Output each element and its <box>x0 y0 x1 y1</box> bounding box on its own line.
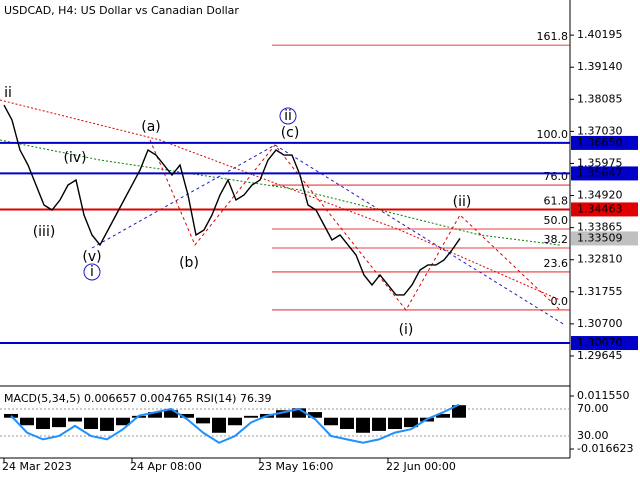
wave-circle <box>279 107 297 125</box>
macd-bar <box>372 417 386 431</box>
level-box <box>571 336 638 351</box>
macd-bar <box>84 417 98 430</box>
fib-label: 23.6 <box>544 257 569 270</box>
y-tick-label: 1.33865 <box>577 221 623 234</box>
y2-tick-label: 70.00 <box>577 402 609 415</box>
y2-tick-label: 30.00 <box>577 429 609 442</box>
macd-bar <box>148 412 162 418</box>
y-tick-label: 1.37030 <box>577 124 623 137</box>
macd-bar <box>36 417 50 430</box>
level-label: 1.35647 <box>577 166 623 179</box>
wave-label: ii <box>284 108 292 124</box>
y-tick-label: 1.39140 <box>577 60 623 73</box>
level-box <box>571 202 638 217</box>
macd-bar <box>20 417 34 426</box>
wave-label: (b) <box>179 255 199 271</box>
x-tick-label: 22 Jun 00:00 <box>386 460 456 473</box>
y-tick-label: 1.31755 <box>577 285 623 298</box>
level-box <box>571 135 638 150</box>
macd-bar <box>196 417 210 424</box>
level-label: 1.33509 <box>577 231 623 244</box>
y-tick-label: 1.34920 <box>577 189 623 202</box>
fib-label: 50.0 <box>544 214 569 227</box>
level-box <box>571 231 638 246</box>
moving-average <box>0 139 561 246</box>
macd-bar <box>52 417 66 428</box>
macd-bar <box>116 417 130 426</box>
y-tick-label: 1.40195 <box>577 28 623 41</box>
x-tick-label: 24 Mar 2023 <box>2 460 72 473</box>
macd-bar <box>436 413 450 418</box>
level-label: 1.36650 <box>577 136 623 149</box>
macd-bar <box>100 417 114 431</box>
wave-label: (v) <box>82 249 101 265</box>
wave-label: (ii) <box>453 194 472 210</box>
macd-bar <box>388 417 402 430</box>
fib-label: 61.8 <box>544 194 569 207</box>
rsi-line <box>10 403 460 444</box>
y-tick-label: 1.35975 <box>577 156 623 169</box>
macd-bar <box>228 417 242 426</box>
level-box <box>571 166 638 181</box>
macd-bar <box>356 417 370 433</box>
y-tick-label: 1.38085 <box>577 92 623 105</box>
wave-circle <box>83 263 101 281</box>
wave-label: (i) <box>399 322 414 338</box>
x-tick-label: 23 May 16:00 <box>258 460 333 473</box>
indicator-title: MACD(5,34,5) 0.006657 0.004765 RSI(14) 7… <box>4 392 271 405</box>
macd-bar <box>452 405 466 418</box>
macd-bar <box>212 417 226 433</box>
price-line <box>3 104 461 296</box>
fib-label: 38.2 <box>544 233 569 246</box>
macd-bar <box>276 410 290 418</box>
wave-label: i <box>90 264 94 280</box>
wave-label: ii <box>4 85 12 101</box>
y-tick-label: 0.011550 <box>577 389 630 402</box>
macd-bar <box>292 408 306 418</box>
fib-label: 76.0 <box>544 170 569 183</box>
wave-label: (iii) <box>33 224 56 240</box>
level-label: 1.34463 <box>577 202 623 215</box>
y-tick-label: 1.30700 <box>577 317 623 330</box>
wave-label: (iv) <box>63 150 86 166</box>
macd-bar <box>340 417 354 430</box>
macd-bar <box>68 417 82 422</box>
macd-bar <box>324 417 338 426</box>
macd-bar <box>164 410 178 418</box>
macd-bar <box>404 417 418 428</box>
level-label: 1.30070 <box>577 336 623 349</box>
fib-label: 0.0 <box>551 295 569 308</box>
fib-label: 161.8 <box>537 30 569 43</box>
x-tick-label: 24 Apr 08:00 <box>130 460 202 473</box>
wave-label: (c) <box>281 125 300 141</box>
macd-bar <box>244 415 258 418</box>
y-tick-label: -0.016623 <box>577 442 633 455</box>
macd-bar <box>180 413 194 418</box>
wave-label: (a) <box>141 119 161 135</box>
y-tick-label: 1.29645 <box>577 349 623 362</box>
y-tick-label: 1.32810 <box>577 253 623 266</box>
fib-label: 100.0 <box>537 128 569 141</box>
macd-bar <box>308 412 322 418</box>
chart-title: USDCAD, H4: US Dollar vs Canadian Dollar <box>4 4 239 17</box>
